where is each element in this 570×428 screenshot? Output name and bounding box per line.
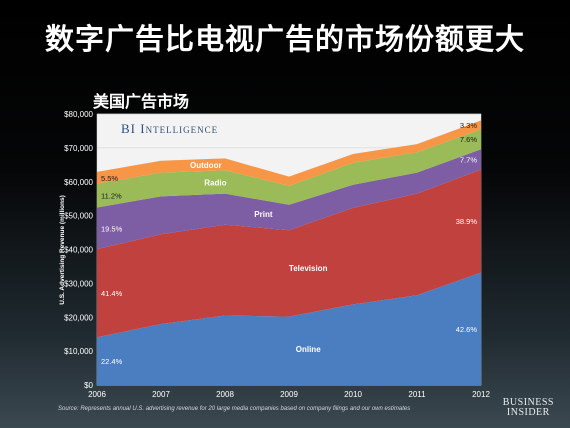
area-radio: [97, 129, 481, 208]
series-labels: Online Television Print Radio Outdoor: [190, 161, 328, 354]
series-label-print: Print: [254, 210, 273, 219]
percent-label: 11.2%: [101, 192, 122, 201]
percent-label: 38.9%: [456, 217, 478, 226]
area-television: [97, 169, 481, 338]
brand-line-2: Insider: [506, 407, 550, 418]
x-tick-label: 2008: [216, 390, 234, 399]
series-label-outdoor: Outdoor: [190, 161, 222, 170]
x-tick-label: 2006: [88, 390, 106, 399]
y-tick-label: $30,000: [64, 279, 93, 288]
series-label-radio: Radio: [204, 178, 226, 187]
area-print: [97, 149, 481, 250]
percent-labels: 22.4% 42.6% 41.4% 38.9% 19.5% 7.7% 11.2% 7.6% 5.…: [101, 121, 477, 366]
percent-label: 19.5%: [101, 224, 123, 233]
y-axis-ticks: $0 $10,000 $20,000 $30,000 $40,000 $50,000 $60…: [64, 110, 93, 390]
y-tick-label: $80,000: [64, 110, 93, 119]
x-tick-label: 2012: [472, 390, 490, 399]
area-outdoor: [97, 120, 481, 186]
brand-line-1: Business: [502, 397, 554, 408]
percent-label: 3.3%: [460, 121, 477, 130]
series-label-online: Online: [296, 345, 321, 354]
y-tick-label: $50,000: [64, 212, 93, 221]
percent-label: 7.6%: [460, 135, 477, 144]
percent-label: 42.6%: [456, 325, 478, 334]
y-axis-label: U.S. Advertising Revenue (millions): [59, 195, 66, 305]
x-axis-ticks: 2006 2007 2008 2009 2010 2011 2012: [88, 390, 490, 399]
y-tick-label: $70,000: [64, 144, 93, 153]
x-tick-label: 2009: [280, 390, 298, 399]
y-tick-label: $0: [84, 381, 93, 390]
x-tick-label: 2011: [408, 390, 426, 399]
slide-title: 数字广告比电视广告的市场份额更大: [44, 24, 525, 56]
y-tick-label: $20,000: [64, 313, 93, 322]
area-online: [97, 272, 481, 385]
chart-subtitle: 美国广告市场: [93, 94, 190, 111]
x-tick-label: 2010: [344, 390, 362, 399]
y-tick-label: $40,000: [64, 246, 93, 255]
series-label-television: Television: [289, 264, 328, 273]
area-series: [97, 120, 481, 385]
percent-label: 5.5%: [101, 174, 118, 183]
bi-intelligence-watermark: BI Intelligence: [121, 121, 218, 136]
percent-label: 41.4%: [101, 289, 123, 298]
percent-label: 22.4%: [101, 357, 123, 366]
percent-label: 7.7%: [460, 155, 477, 164]
source-note: Source: Represents annual U.S. advertisi…: [58, 406, 411, 412]
y-tick-label: $60,000: [64, 178, 93, 187]
y-tick-label: $10,000: [64, 347, 93, 356]
business-insider-logo: Business Insider: [503, 398, 554, 418]
x-tick-label: 2007: [152, 390, 170, 399]
